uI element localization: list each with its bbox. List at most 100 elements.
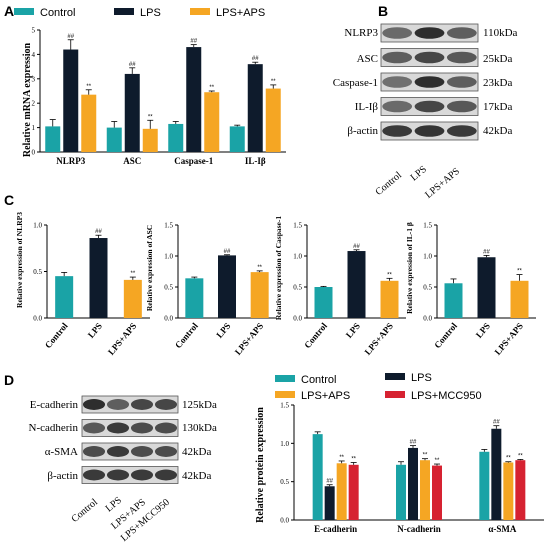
blot-b-size-label: 17kDa: [483, 101, 512, 113]
blot-b-band: [414, 76, 445, 88]
blot-b-band: [382, 125, 413, 137]
blot-b-band: [414, 51, 445, 64]
panel-c2-category-label: Control: [173, 320, 200, 350]
panel-c3-y-tick-label: 0.0: [293, 315, 302, 323]
panel-c1-significance-mark: **: [130, 271, 135, 277]
blot-d-strip: [81, 466, 179, 484]
blot-d-lane-label: Control: [69, 497, 100, 525]
panel-a-y-tick-label: 0: [32, 149, 36, 157]
panel-d-bar: [324, 486, 335, 520]
panel-a-y-tick-label: 4: [32, 51, 36, 59]
legend-swatch-lps-aps: [275, 391, 295, 398]
blot-b-protein-label: NLRP3: [344, 27, 378, 39]
blot-b-band: [446, 125, 477, 137]
panel-c3-bar: [380, 280, 399, 318]
blot-d-band: [154, 399, 178, 410]
blot-b-band: [382, 100, 413, 113]
legend-label-control: Control: [301, 374, 336, 386]
panel-a-bar: [106, 127, 122, 152]
panel-a-significance-mark: ##: [190, 39, 197, 45]
panel-d-category-label: α-SMA: [488, 524, 517, 534]
blot-b-band: [414, 125, 445, 137]
blot-b-lane-label: Control: [373, 170, 404, 198]
panel-d-significance-mark: **: [351, 457, 356, 463]
panel-a-category-label: ASC: [123, 156, 141, 166]
panel-c1-category-label: LPS: [86, 321, 104, 340]
legend-swatch-lps: [385, 373, 405, 380]
panel-c1-bar: [123, 279, 142, 318]
panel-label-b: B: [378, 3, 388, 19]
legend-swatch-lps: [114, 8, 134, 15]
panel-a-bar: [81, 94, 97, 152]
legend-label-lps-mcc950: LPS+MCC950: [411, 390, 482, 402]
blot-d-row-2: α-SMA 42kDa: [45, 446, 212, 458]
legend-label-lps-aps: LPS+APS: [216, 7, 265, 19]
panel-d-legend: Control LPS LPS+APS LPS+MCC950: [275, 372, 482, 402]
blot-d-strip: [81, 442, 179, 461]
panel-d-significance-mark: ##: [326, 479, 333, 485]
legend-label-lps: LPS: [140, 7, 161, 19]
blot-d-band: [82, 399, 106, 410]
blot-b-row-4: β-actin 42kDa: [347, 125, 512, 137]
blot-b-size-label: 23kDa: [483, 77, 512, 89]
panel-a-bar: [63, 49, 79, 152]
panel-a-bar: [142, 128, 158, 152]
blot-b-band: [446, 100, 477, 113]
blot-d-protein-label: N-cadherin: [29, 422, 79, 434]
panel-d-bar: [515, 460, 526, 520]
panel-a-category-label: NLRP3: [56, 156, 85, 166]
panel-c1-category-label: Control: [43, 320, 70, 350]
legend-label-lps-aps: LPS+APS: [301, 390, 350, 402]
blot-d-band: [82, 422, 106, 434]
panel-c1-y-tick-label: 0.0: [33, 315, 42, 323]
blot-b-size-label: 110kDa: [483, 27, 518, 39]
legend-swatch-control: [275, 375, 295, 382]
blot-b-band: [446, 76, 477, 88]
panel-d-bar: [408, 447, 418, 520]
panel-d-bar: [491, 428, 502, 520]
blot-d-band: [130, 422, 154, 434]
blot-b-row-2: Caspase-1 23kDa: [333, 77, 513, 89]
panel-d-significance-mark: **: [518, 453, 523, 459]
blot-b-band: [446, 27, 477, 39]
panel-c2-y-tick-label: 1.0: [164, 253, 173, 261]
panel-a-bar: [229, 126, 245, 152]
panel-a-bar: [45, 126, 61, 152]
panel-c-chart-nlrp3: Relative expression of NLRP3: [15, 212, 24, 308]
blot-d-size-label: 42kDa: [182, 470, 211, 482]
legend-swatch-lps-aps: [190, 8, 210, 15]
panel-a-bar: [168, 123, 184, 152]
blot-b-size-label: 25kDa: [483, 53, 512, 65]
panel-a-significance-mark: **: [148, 114, 153, 120]
panel-d-significance-mark: **: [506, 456, 511, 462]
panel-c2-bar: [250, 272, 269, 318]
panel-c3-category-label: LPS: [344, 321, 362, 340]
blot-d-band: [106, 399, 130, 410]
panel-c3-y-tick-label: 1.5: [293, 222, 302, 230]
panel-c1-significance-mark: ##: [95, 229, 102, 235]
panel-a-bar: [204, 92, 220, 152]
panel-c4-category-label: Control: [432, 320, 459, 350]
panel-c4-y-tick-label: 0.5: [423, 284, 432, 292]
blot-d-protein-label: β-actin: [47, 470, 78, 482]
legend-label-control: Control: [40, 7, 75, 19]
blot-b-band: [382, 76, 413, 88]
panel-c-chart-caspase1: Relative expression of Caspase-1: [274, 216, 283, 320]
panel-c3-ylabel: Relative expression of Caspase-1: [274, 216, 283, 320]
panel-label-d: D: [4, 372, 14, 388]
panel-c4-ylabel: Relative expression of IL-1 β: [405, 222, 414, 314]
blot-d-row-0: E-cadherin 125kDa: [30, 399, 217, 411]
panel-c4-bar: [477, 257, 496, 318]
panel-c3-y-tick-label: 0.5: [293, 284, 302, 292]
blot-d-band: [130, 469, 154, 481]
panel-c-chart-il1b: Relative expression of IL-1 β: [405, 222, 414, 314]
blot-b-size-label: 42kDa: [483, 125, 512, 137]
blot-d-band: [154, 469, 178, 481]
panel-a-significance-mark: ##: [67, 34, 74, 40]
panel-a-significance-mark: **: [271, 79, 276, 85]
panel-a-y-tick-label: 3: [32, 75, 36, 83]
blot-d-strip: [81, 419, 179, 437]
blot-d-strip: [81, 395, 179, 414]
panel-d-bar: [420, 460, 430, 520]
